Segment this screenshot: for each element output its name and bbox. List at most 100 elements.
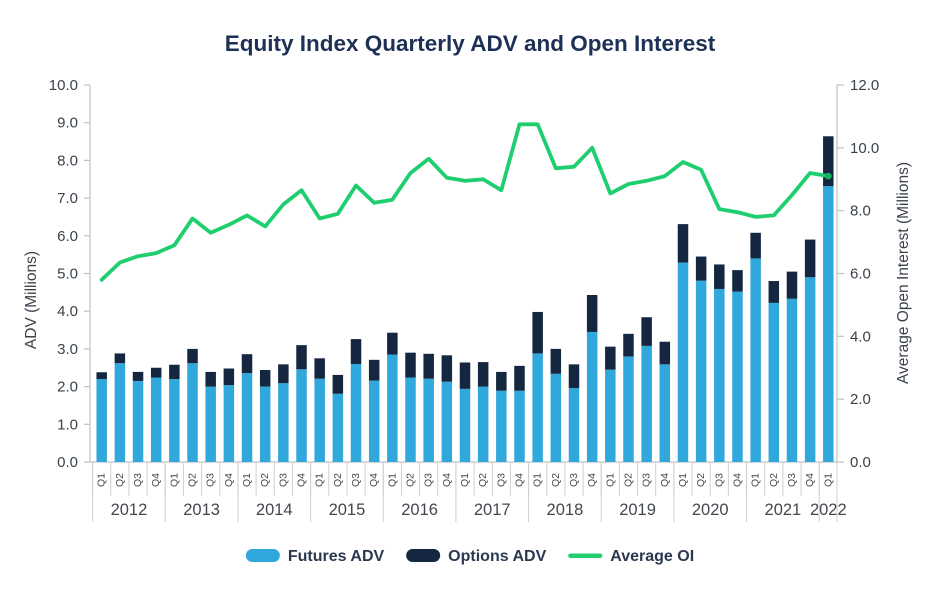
bar-options-adv [350, 339, 362, 364]
bar-futures-adv [423, 378, 434, 462]
quarter-label: Q1 [750, 473, 762, 487]
bar-futures-adv [786, 298, 798, 462]
quarter-label: Q3 [350, 473, 362, 487]
bar-options-adv [732, 270, 743, 292]
quarter-label: Q2 [259, 473, 271, 487]
left-axis-tick-label: 5.0 [57, 266, 78, 283]
bar-options-adv [96, 372, 107, 380]
quarter-label: Q3 [423, 473, 435, 487]
right-axis-tick-label: 6.0 [850, 266, 871, 283]
left-axis-tick-label: 7.0 [57, 190, 78, 207]
bar-futures-adv [823, 186, 834, 462]
quarter-label: Q1 [677, 473, 689, 487]
right-axis-tick-label: 8.0 [850, 203, 871, 220]
bar-futures-adv [459, 388, 471, 462]
left-axis-tick-label: 10.0 [49, 77, 78, 94]
quarter-label: Q3 [713, 473, 725, 487]
bar-futures-adv [714, 288, 725, 462]
quarter-label: Q2 [187, 473, 199, 487]
bar-futures-adv [223, 385, 235, 462]
quarter-label: Q4 [731, 473, 743, 487]
legend-label: Futures ADV [288, 548, 385, 565]
legend-label: Options ADV [448, 548, 546, 565]
legend: Futures ADV Options ADV Average OI [245, 548, 694, 565]
right-axis-tick-label: 10.0 [850, 140, 879, 157]
quarter-label: Q4 [150, 473, 162, 487]
bar-options-adv [514, 365, 525, 391]
bar-options-adv [132, 371, 144, 381]
bar-futures-adv [169, 379, 180, 462]
bar-options-adv [641, 317, 652, 346]
bar-futures-adv [532, 353, 543, 462]
quarter-label: Q1 [532, 473, 544, 487]
bar-futures-adv [314, 378, 325, 462]
bar-options-adv [114, 353, 126, 364]
bar-futures-adv [187, 363, 198, 462]
bar-options-adv [586, 294, 598, 332]
year-label: 2013 [183, 501, 220, 519]
bar-futures-adv [732, 291, 743, 462]
year-label: 2021 [765, 501, 802, 519]
bar-options-adv [768, 281, 780, 303]
left-axis-tick-label: 2.0 [57, 379, 78, 396]
quarter-label: Q3 [641, 473, 653, 487]
bar-options-adv [169, 364, 180, 380]
bar-options-adv [714, 264, 725, 289]
quarter-label: Q1 [386, 473, 398, 487]
average-oi-end-marker [824, 172, 832, 180]
left-axis-tick-label: 8.0 [57, 152, 78, 169]
bar-options-adv [241, 354, 253, 374]
quarter-label: Q1 [314, 473, 326, 487]
bar-futures-adv [586, 331, 598, 462]
year-label: 2022 [810, 501, 847, 519]
quarter-label: Q3 [568, 473, 580, 487]
legend-swatch-line [568, 553, 603, 558]
bar-futures-adv [568, 388, 580, 462]
bar-futures-adv [241, 373, 253, 462]
right-axis-tick-label: 12.0 [850, 77, 879, 94]
chart-title: Equity Index Quarterly ADV and Open Inte… [225, 31, 716, 56]
bar-futures-adv [150, 377, 162, 462]
bar-futures-adv [387, 354, 398, 462]
bar-futures-adv [750, 258, 761, 462]
bar-options-adv [786, 271, 798, 299]
bar-futures-adv [550, 373, 562, 462]
bar-options-adv [405, 352, 416, 378]
quarter-label: Q4 [223, 473, 235, 487]
bar-futures-adv [641, 345, 652, 462]
quarter-label: Q2 [695, 473, 707, 487]
quarter-label: Q2 [768, 473, 780, 487]
bar-futures-adv [259, 386, 271, 462]
bar-options-adv [623, 333, 634, 357]
bar-options-adv [259, 370, 271, 387]
bar-options-adv [532, 311, 543, 354]
quarter-label: Q4 [368, 473, 380, 487]
right-axis-tick-label: 4.0 [850, 328, 871, 345]
quarter-label: Q1 [822, 473, 834, 487]
quarter-label: Q1 [241, 473, 253, 487]
quarter-label: Q3 [132, 473, 144, 487]
bar-futures-adv [96, 379, 107, 462]
quarter-label: Q3 [495, 473, 507, 487]
bar-futures-adv [368, 380, 380, 462]
year-label: 2018 [547, 501, 584, 519]
bar-options-adv [750, 232, 761, 259]
bar-options-adv [150, 367, 162, 378]
left-axis-tick-label: 9.0 [57, 115, 78, 132]
bar-options-adv [278, 364, 289, 384]
quarter-label: Q2 [477, 473, 489, 487]
bar-futures-adv [695, 280, 707, 462]
bar-options-adv [223, 368, 235, 386]
legend-item-futures-adv: Futures ADV [245, 548, 385, 565]
bar-futures-adv [205, 386, 216, 462]
left-axis-tick-label: 3.0 [57, 341, 78, 358]
right-axis-title: Average Open Interest (Millions) [895, 162, 912, 384]
year-label: 2020 [692, 501, 729, 519]
year-label: 2016 [401, 501, 438, 519]
quarter-label: Q4 [296, 473, 308, 487]
quarter-label: Q2 [114, 473, 126, 487]
bar-futures-adv [296, 369, 307, 462]
bar-options-adv [677, 224, 689, 263]
quarter-label: Q4 [586, 473, 598, 487]
